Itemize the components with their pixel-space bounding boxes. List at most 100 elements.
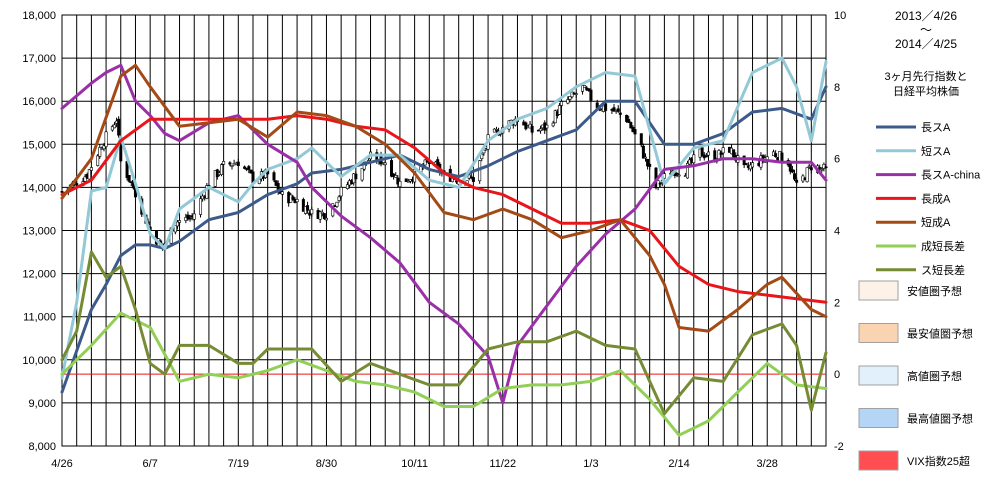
candle-body: [383, 162, 387, 166]
candle-body: [818, 167, 822, 169]
price-candle: [721, 147, 725, 155]
y-right-tick-label: 4: [834, 226, 840, 238]
price-candle: [616, 105, 620, 113]
price-candle: [557, 102, 561, 115]
price-candle: [360, 167, 364, 182]
candle-body: [173, 225, 177, 233]
price-candle: [643, 153, 647, 162]
price-candle: [112, 121, 116, 129]
price-candle: [423, 159, 427, 166]
candle-body: [320, 211, 324, 214]
candle-body: [790, 169, 794, 173]
candle-body: [759, 155, 763, 168]
price-candle: [822, 162, 826, 172]
price-candle: [627, 115, 631, 123]
price-candle: [310, 207, 314, 218]
candle-body: [322, 213, 326, 220]
period-start: 2013／4/26: [895, 9, 957, 23]
candle-body: [404, 178, 408, 182]
candle-body: [345, 184, 349, 189]
series-lines: [60, 56, 828, 437]
candle-body: [222, 161, 226, 165]
candle-body: [574, 93, 578, 95]
price-candle: [639, 133, 643, 148]
price-candle: [205, 182, 209, 200]
y-left-tick-label: 15,000: [22, 139, 56, 151]
candle-body: [545, 124, 549, 129]
y-left-tick-label: 9,000: [28, 398, 56, 410]
x-tick-label: 1/3: [583, 458, 598, 470]
price-candle: [390, 157, 394, 178]
price-candle: [96, 154, 100, 167]
candle-body: [60, 191, 64, 193]
price-candle: [583, 84, 587, 88]
candle-body: [658, 182, 662, 185]
price-candle: [692, 151, 696, 165]
candle-body: [793, 173, 797, 180]
candle-body: [751, 162, 755, 168]
candle-body: [530, 125, 534, 133]
price-candle: [790, 165, 794, 174]
candle-body: [117, 118, 121, 136]
legend-label: 長成A: [921, 192, 951, 205]
price-candle: [480, 152, 484, 162]
candle-body: [188, 217, 192, 220]
candle-body: [675, 173, 679, 175]
price-candle: [192, 210, 196, 222]
price-candle: [820, 167, 824, 173]
price-candle: [89, 167, 93, 175]
price-candle: [658, 182, 662, 188]
candle-body: [704, 155, 708, 158]
candle-body: [625, 114, 629, 122]
candle-body: [272, 172, 276, 181]
x-tick-label: 4/26: [51, 458, 72, 470]
legend-zone-label: 最安値圏予想: [907, 327, 973, 341]
series-line-4: [60, 114, 828, 304]
legend-label: 長スA: [921, 121, 951, 134]
price-candle: [295, 197, 299, 203]
price-candle: [394, 172, 398, 178]
price-candle: [60, 190, 64, 193]
caption-line-2: 日経平均株価: [893, 84, 959, 98]
legend-zone-label: 最高値圏予想: [907, 412, 973, 426]
price-candle: [553, 109, 557, 124]
price-candle: [675, 172, 679, 178]
price-candle: [807, 163, 811, 169]
candle-body: [436, 159, 440, 166]
x-tick-label: 2/14: [668, 458, 689, 470]
legend-zone-label: 高値圏予想: [907, 369, 962, 383]
candle-body: [568, 96, 572, 100]
candle-body: [706, 151, 710, 156]
legend-zone-swatch: [858, 450, 899, 471]
candle-body: [96, 155, 100, 166]
candle-body: [539, 128, 543, 132]
period-separator: ～: [920, 23, 932, 37]
price-candle: [228, 161, 232, 167]
candle-body: [89, 167, 93, 171]
caption: 2013／4/26 ～ 2014／4/25 3ヶ月先行指数と 日経平均株価: [884, 9, 967, 98]
candle-body: [805, 167, 809, 183]
candle-body: [618, 112, 622, 115]
candle-body: [104, 131, 108, 147]
price-candle: [560, 98, 564, 108]
x-tick-label: 8/30: [316, 458, 337, 470]
candle-body: [774, 153, 778, 158]
candle-body: [98, 147, 102, 157]
candle-body: [398, 181, 402, 187]
price-candle: [793, 169, 797, 182]
legend-zone-swatch: [858, 365, 899, 386]
candle-body: [394, 175, 398, 178]
candle-body: [339, 187, 343, 197]
candle-body: [236, 161, 240, 167]
price-candle: [249, 169, 253, 174]
price-candle: [280, 190, 284, 196]
price-candle: [102, 143, 106, 152]
price-candle: [322, 213, 326, 220]
price-candle: [656, 180, 660, 191]
price-candle: [272, 170, 276, 183]
candle-body: [648, 164, 652, 167]
candle-body: [175, 221, 179, 227]
series-line-6: [60, 311, 828, 437]
candle-body: [560, 101, 564, 106]
price-candle: [220, 163, 224, 177]
